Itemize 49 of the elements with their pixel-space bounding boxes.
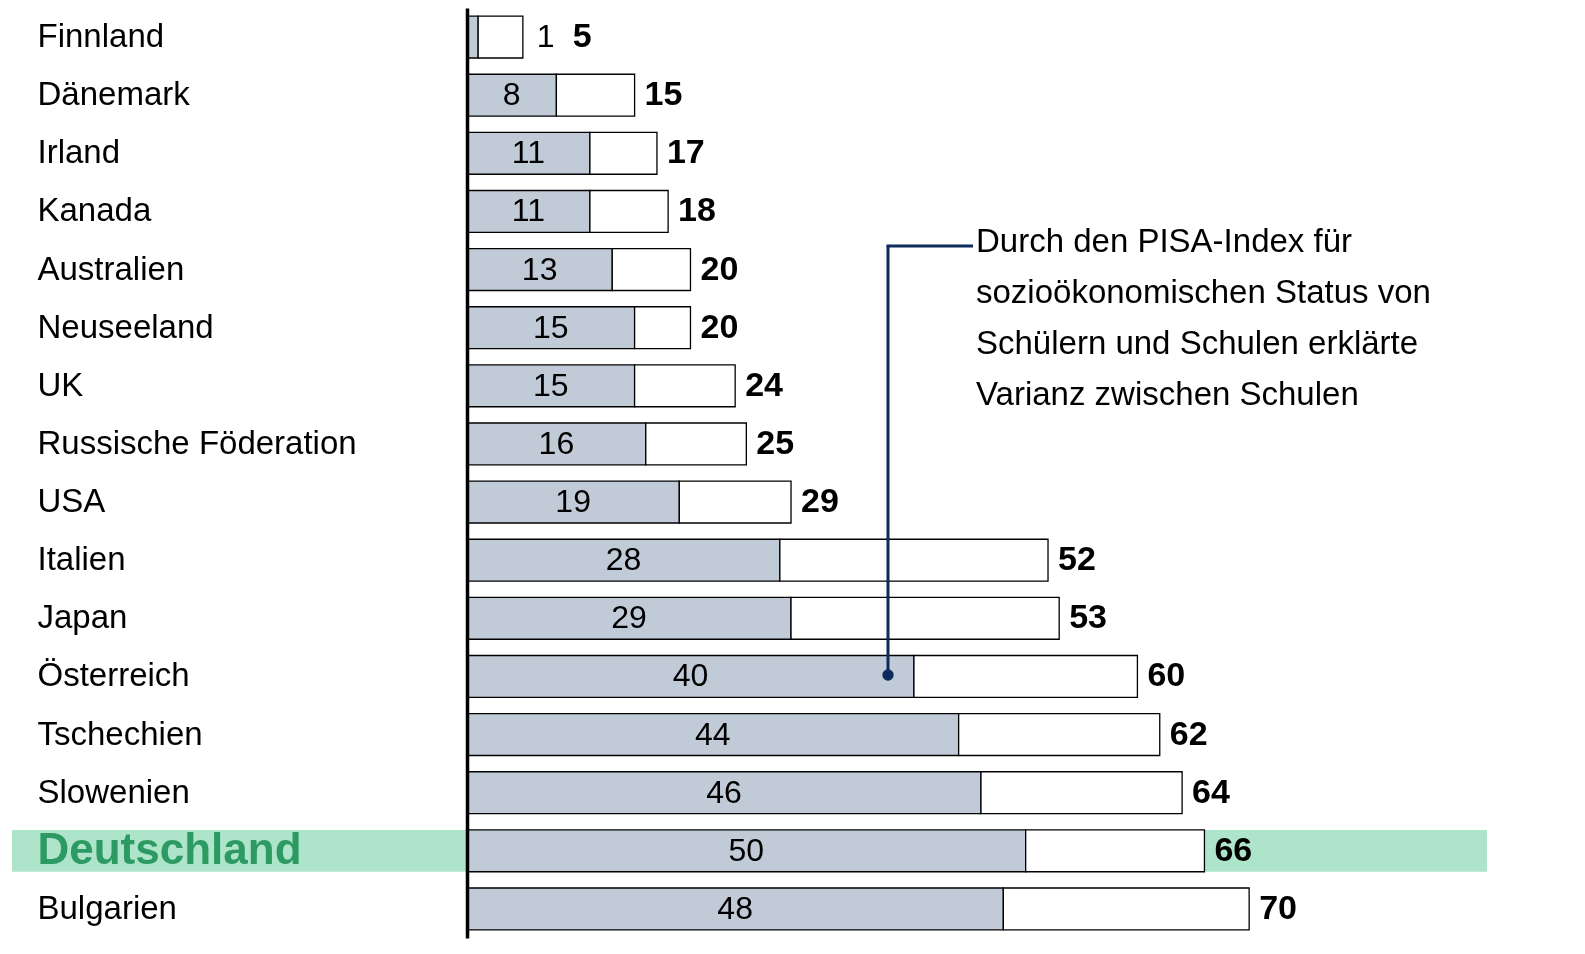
y-tick-label: Slowenien	[37, 772, 190, 810]
y-tick-label: UK	[37, 365, 84, 403]
data-label: 46	[706, 773, 742, 810]
y-tick-label: Australien	[37, 249, 185, 287]
total-label: 24	[745, 364, 784, 403]
y-tick-label: Bulgarien	[37, 888, 177, 926]
data-label: 44	[695, 715, 731, 752]
data-label: 11	[511, 192, 546, 229]
data-label: 50	[728, 831, 765, 868]
data-label: 1	[536, 18, 555, 55]
total-label: 66	[1214, 829, 1253, 868]
y-tick-label: Irland	[37, 133, 121, 171]
data-label: 19	[555, 483, 591, 520]
data-label: 15	[533, 308, 569, 345]
total-label: 53	[1069, 597, 1108, 636]
data-label: 40	[672, 657, 709, 694]
y-tick-label: Finnland	[37, 17, 165, 55]
data-label: 8	[502, 76, 521, 113]
total-label: 29	[801, 481, 839, 520]
total-label: 20	[700, 248, 739, 287]
y-tick-label: Tschechien	[37, 714, 203, 752]
data-label: 48	[717, 889, 753, 926]
y-tick-label: Neuseeland	[37, 307, 214, 345]
total-label: 18	[678, 190, 716, 229]
y-tick-label: Italien	[37, 540, 126, 578]
total-label: 52	[1058, 539, 1096, 578]
total-label: 20	[700, 306, 739, 345]
data-label: 13	[521, 250, 558, 287]
y-tick-label: Österreich	[37, 656, 190, 694]
total-label: 15	[644, 74, 683, 113]
data-label: 15	[533, 366, 569, 403]
total-label: 25	[756, 422, 795, 461]
y-tick-label: Russische Föderation	[37, 423, 357, 461]
total-label: 60	[1147, 655, 1186, 694]
data-label: 28	[605, 541, 642, 578]
total-label: 62	[1169, 713, 1208, 752]
y-tick-label: Deutschland	[37, 823, 302, 873]
y-tick-label: Dänemark	[37, 75, 191, 113]
y-tick-label: USA	[37, 482, 106, 520]
total-label: 17	[666, 132, 705, 171]
total-label: 5	[572, 16, 592, 55]
annotation: Durch den PISA-Index für sozioökonomischen Status von Schülern und Schulen erklärte Varianz zwischen Schulen	[976, 222, 1431, 412]
data-label: 16	[538, 424, 575, 461]
y-tick-label: Japan	[37, 598, 128, 636]
data-label: 11	[511, 134, 546, 171]
data-label: 29	[611, 599, 647, 636]
y-tick-label: Kanada	[37, 191, 152, 229]
total-label: 70	[1259, 887, 1297, 926]
total-label: 64	[1192, 771, 1231, 810]
